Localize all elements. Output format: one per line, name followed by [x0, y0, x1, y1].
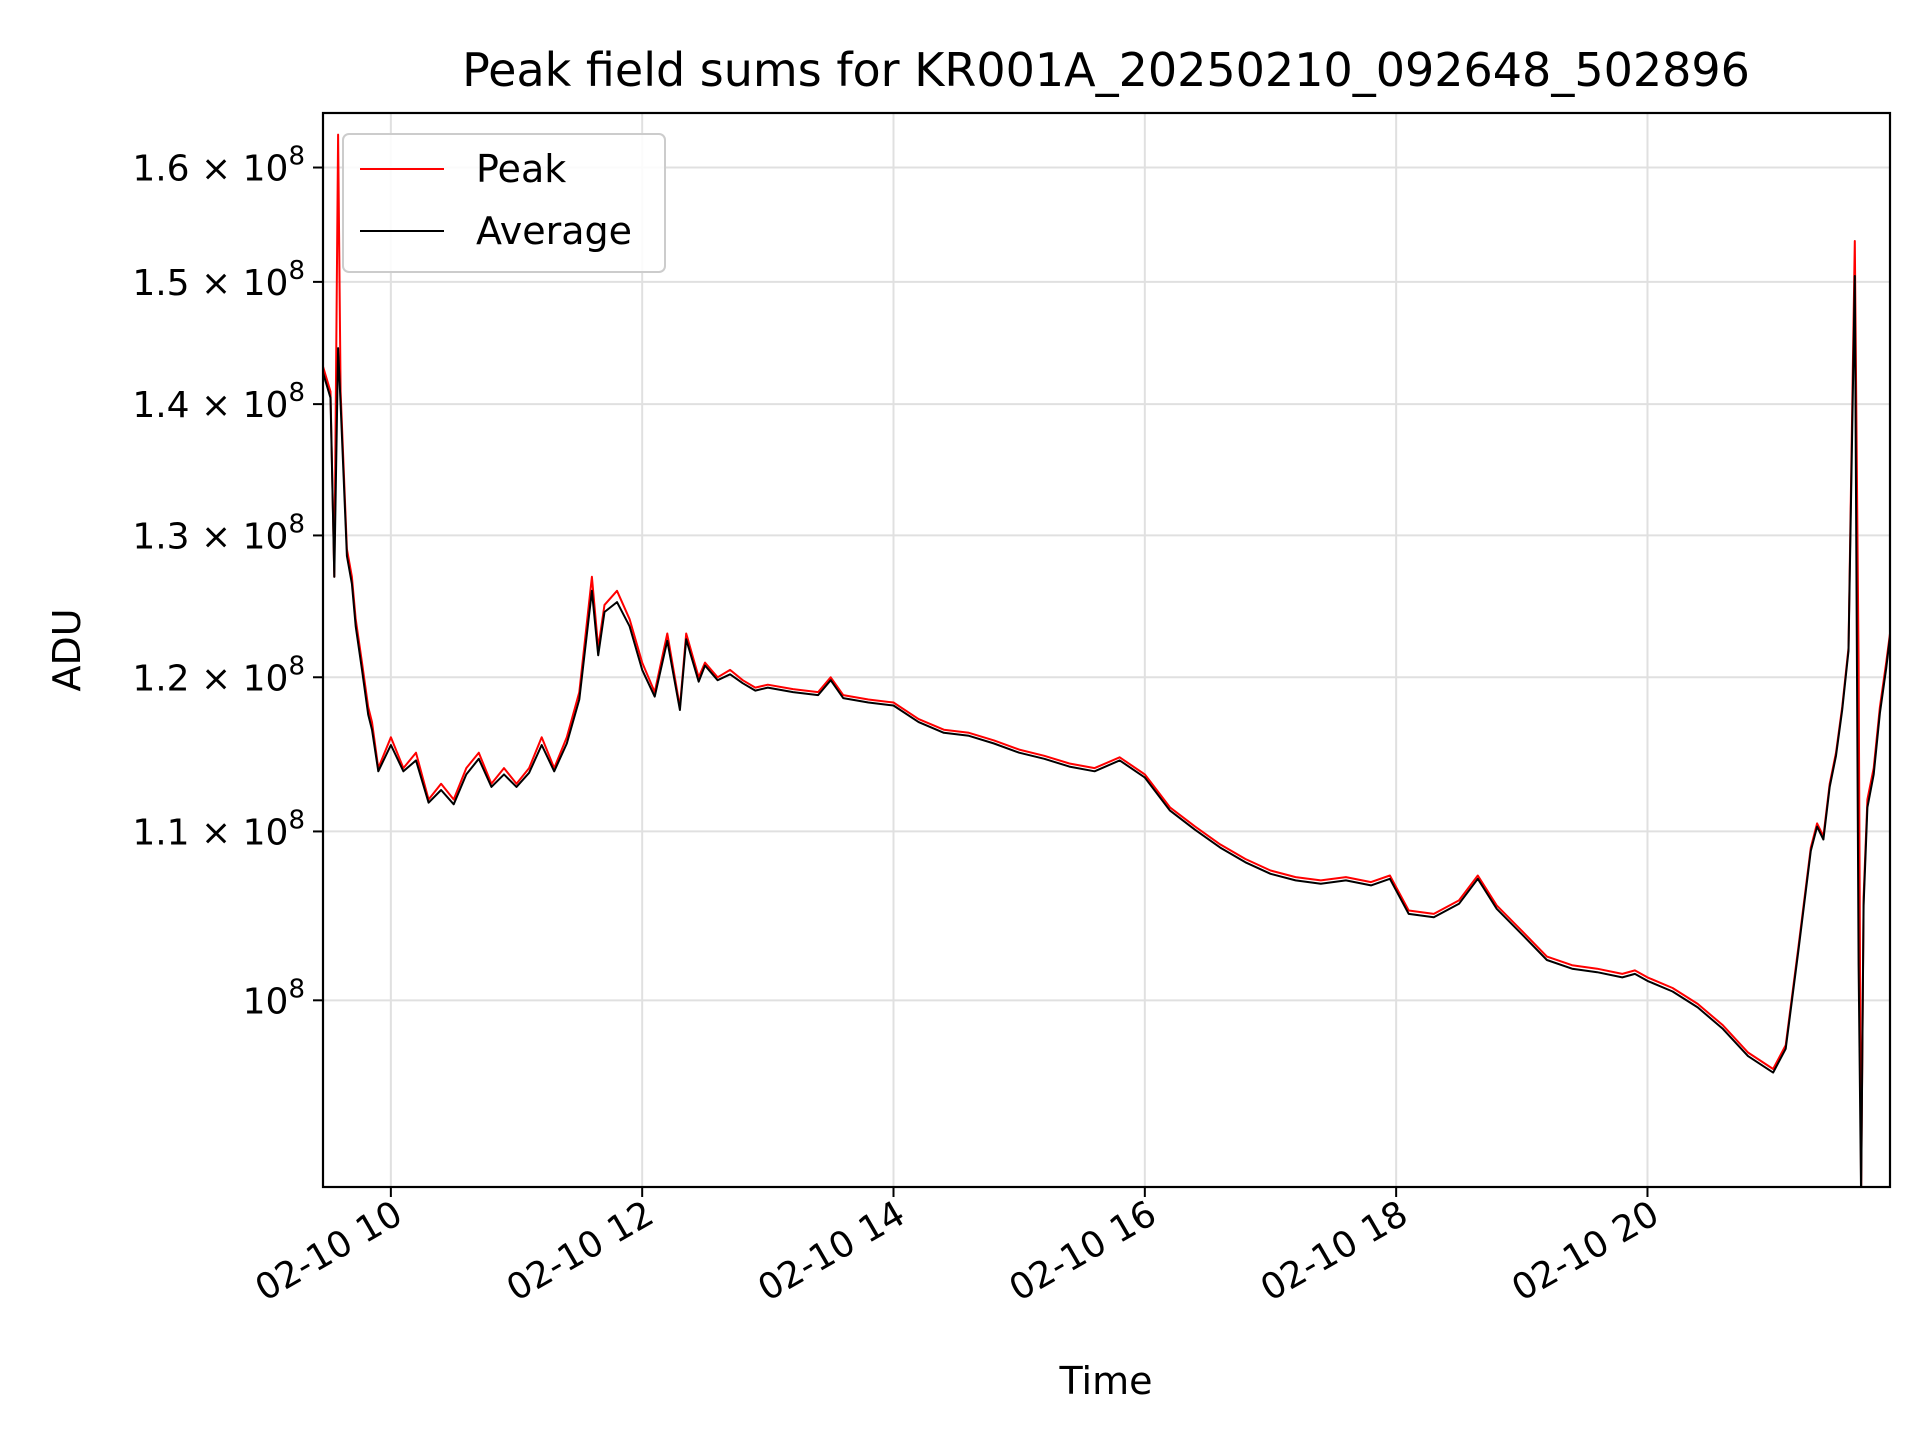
chart-title: Peak field sums for KR001A_20250210_0926…: [462, 43, 1750, 97]
series-line-peak: [323, 133, 1890, 1187]
y-axis-title: ADU: [45, 608, 89, 691]
y-tick-label: 1.4 × 108: [132, 378, 305, 426]
y-tick-label: 1.6 × 108: [132, 142, 305, 190]
series-line-average: [323, 275, 1890, 1187]
y-axis: 108 1.1 × 108 1.2 × 108 1.3 × 108 1.4 × 108 1…: [132, 142, 323, 1022]
legend-label-peak: Peak: [476, 147, 566, 191]
y-tick-label: 1.2 × 108: [132, 651, 305, 699]
y-tick-label: 1.1 × 108: [132, 805, 305, 853]
legend-label-average: Average: [476, 209, 632, 253]
y-tick-label: 1.5 × 108: [132, 256, 305, 304]
plot-series: [323, 133, 1890, 1187]
y-tick-label: 1.3 × 108: [132, 509, 305, 557]
legend: Peak Average: [342, 133, 666, 273]
grid-lines: [323, 113, 1890, 1187]
plot-frame: [321, 111, 1892, 1189]
y-tick-label: 108: [243, 974, 305, 1022]
x-axis-title: Time: [1059, 1359, 1153, 1403]
